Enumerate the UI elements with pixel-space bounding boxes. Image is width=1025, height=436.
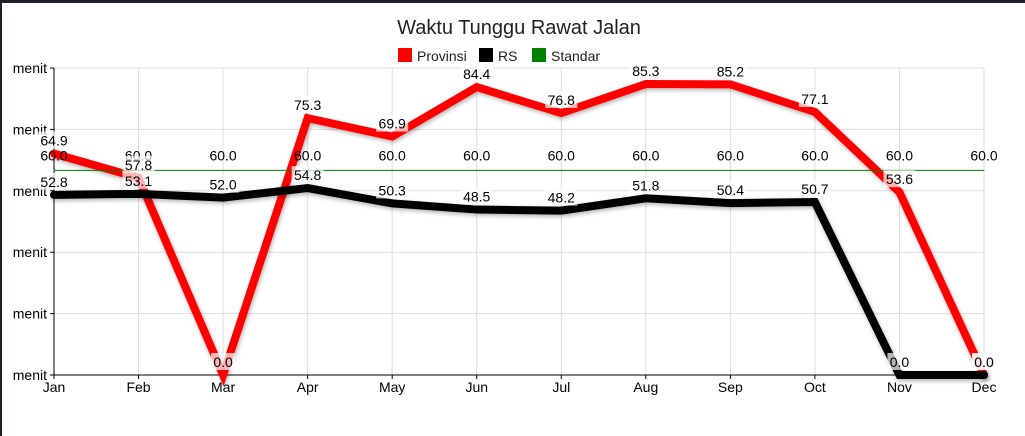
- data-label-standar: 60.0: [801, 147, 828, 163]
- data-label-rs: 52.8: [40, 174, 67, 190]
- svg-text:RS: RS: [498, 48, 517, 64]
- data-label-rs: 50.7: [801, 181, 828, 197]
- data-label-standar: 60.0: [379, 147, 406, 163]
- data-label-provinsi: 76.8: [548, 92, 575, 108]
- x-tick-label: Feb: [126, 379, 150, 395]
- x-tick-label: Jul: [552, 379, 570, 395]
- data-label-rs: 48.5: [463, 189, 490, 205]
- y-tick-label: menit: [13, 244, 47, 260]
- data-label-standar: 60.0: [294, 147, 321, 163]
- data-label-standar: 60.0: [40, 147, 67, 163]
- x-tick-label: Apr: [297, 379, 319, 395]
- data-label-provinsi: 64.9: [40, 133, 67, 149]
- series-line-rs[interactable]: [50, 184, 988, 379]
- svg-text:Provinsi: Provinsi: [417, 48, 467, 64]
- data-label-rs: 50.3: [379, 182, 406, 198]
- data-label-provinsi: 85.3: [632, 63, 659, 79]
- x-tick-label: Nov: [887, 379, 912, 395]
- series-line-provinsi[interactable]: [50, 80, 988, 387]
- data-label-provinsi: 0.0: [974, 354, 994, 370]
- y-tick-label: menit: [13, 306, 47, 322]
- data-label-provinsi: 57.8: [125, 157, 152, 173]
- data-label-standar: 60.0: [632, 147, 659, 163]
- data-label-provinsi: 0.0: [213, 354, 233, 370]
- chart-panel: [2, 3, 1025, 436]
- data-label-standar: 60.0: [209, 147, 236, 163]
- legend-item-rs[interactable]: RS: [479, 48, 517, 64]
- x-tick-label: May: [379, 379, 405, 395]
- x-tick-label: Sep: [718, 379, 743, 395]
- series-lines: [50, 80, 988, 387]
- legend: Provinsi RS Standar: [398, 48, 600, 64]
- x-tick-label: Oct: [804, 379, 826, 395]
- chart-title: Waktu Tunggu Rawat Jalan: [397, 17, 641, 39]
- data-label-standar: 60.0: [463, 147, 490, 163]
- data-label-standar: 60.0: [717, 147, 744, 163]
- x-tick-label: Jan: [43, 379, 66, 395]
- data-label-rs: 50.4: [717, 182, 744, 198]
- data-label-rs: 0.0: [890, 354, 910, 370]
- legend-item-standar[interactable]: Standar: [532, 48, 600, 64]
- legend-item-provinsi[interactable]: Provinsi: [398, 48, 467, 64]
- data-label-provinsi: 84.4: [463, 66, 490, 82]
- svg-text:Standar: Standar: [551, 48, 600, 64]
- data-label-provinsi: 69.9: [379, 116, 406, 132]
- x-tick-label: Jun: [465, 379, 488, 395]
- x-tick-label: Mar: [211, 379, 235, 395]
- data-label-rs: 53.1: [125, 173, 152, 189]
- data-label-standar: 60.0: [970, 147, 997, 163]
- data-label-provinsi: 53.6: [886, 171, 913, 187]
- gridlines: [53, 67, 985, 376]
- data-label-provinsi: 85.2: [717, 63, 744, 79]
- y-tick-label: menit: [13, 367, 47, 383]
- data-label-provinsi: 77.1: [801, 91, 828, 107]
- data-label-rs: 51.8: [632, 177, 659, 193]
- data-label-rs: 48.2: [548, 190, 575, 206]
- data-label-standar: 60.0: [886, 147, 913, 163]
- x-tick-label: Dec: [972, 379, 997, 395]
- data-label-standar: 60.0: [548, 147, 575, 163]
- y-tick-label: menit: [13, 60, 47, 76]
- data-label-provinsi: 75.3: [294, 97, 321, 113]
- data-label-rs: 52.0: [209, 177, 236, 193]
- data-labels: 60.0 60.0 60.0 60.0 60.0 60.0 60.0 60.0 60.0 60.0…: [38, 62, 998, 370]
- x-tick-label: Aug: [633, 379, 658, 395]
- data-label-rs: 54.8: [294, 167, 321, 183]
